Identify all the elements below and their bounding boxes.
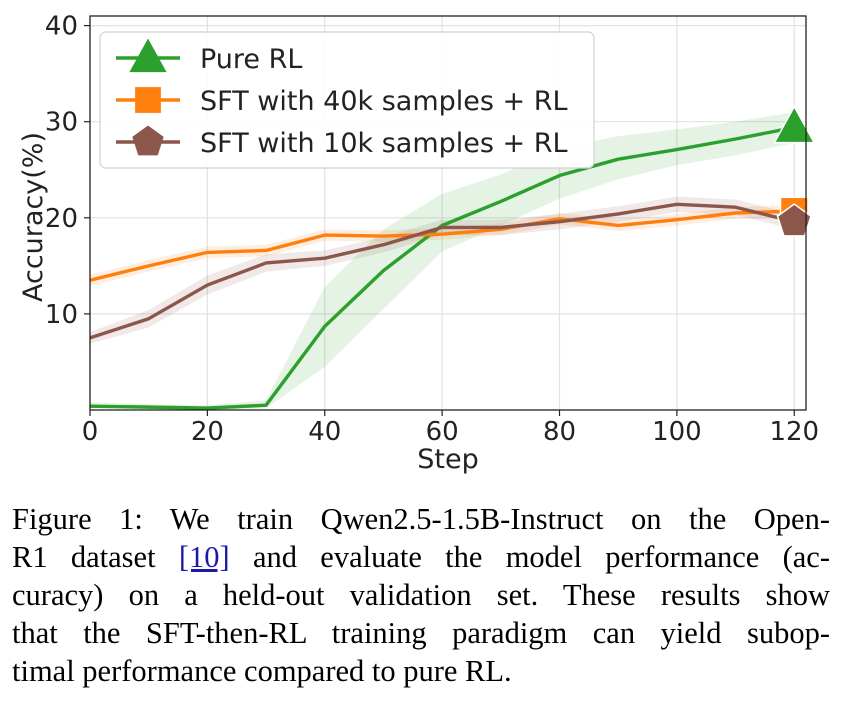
caption-line: that the SFT-then-RL training paradigm c…: [12, 616, 830, 650]
series-line: [89, 202, 795, 340]
legend-marker: [135, 87, 161, 113]
y-tick-label: 30: [45, 108, 78, 138]
caption-text: and evaluate the model performance (ac-: [229, 540, 830, 574]
figure-caption: Figure 1: We train Qwen2.5-1.5B-Instruct…: [12, 500, 830, 690]
legend-box: [99, 31, 595, 169]
chart-legend: Pure RL SFT with 40k samples + RL SFT with…: [99, 31, 595, 169]
x-tick-label: 40: [308, 417, 341, 447]
chart-lines: [89, 125, 795, 410]
legend-label: SFT with 40k samples + RL: [200, 86, 568, 117]
citation-link[interactable]: [10]: [178, 540, 230, 574]
caption-line: curacy) on a held-out validation set. Th…: [12, 578, 830, 612]
x-tick-label: 120: [769, 417, 819, 447]
x-tick-label: 60: [426, 417, 459, 447]
end-marker: [776, 203, 812, 237]
x-tick-label: 0: [82, 417, 99, 447]
accuracy-chart: 0 20 40 60 80 100 120 10 20 30 40 Step Accuracy(%)…: [18, 12, 819, 475]
x-tick-label: 20: [191, 417, 224, 447]
x-tick-label: 80: [543, 417, 576, 447]
axis-ticks: 0 20 40 60 80 100 120 10 20 30 40: [45, 12, 819, 447]
y-tick-label: 10: [45, 300, 78, 330]
chart-end-markers: [773, 105, 816, 237]
x-axis-label: Step: [417, 444, 478, 475]
plot-frame: [89, 15, 807, 411]
caption-line: Figure 1: We train Qwen2.5-1.5B-Instruct…: [12, 502, 830, 536]
end-marker: [773, 105, 816, 144]
series-line: [89, 209, 795, 282]
legend-marker: [132, 125, 164, 156]
legend-label: Pure RL: [200, 44, 302, 75]
legend-marker: [129, 38, 167, 73]
caption-line: R1 dataset [10] and evaluate the model p…: [12, 538, 830, 576]
series-line: [89, 125, 795, 410]
y-tick-label: 20: [45, 204, 78, 234]
caption-line: timal performance compared to pure RL.: [12, 654, 512, 688]
legend-label: SFT with 10k samples + RL: [200, 128, 568, 159]
caption-text: R1 dataset: [12, 540, 179, 574]
y-axis-label: Accuracy(%): [18, 132, 49, 302]
y-tick-label: 40: [45, 12, 78, 42]
x-tick-label: 100: [652, 417, 702, 447]
